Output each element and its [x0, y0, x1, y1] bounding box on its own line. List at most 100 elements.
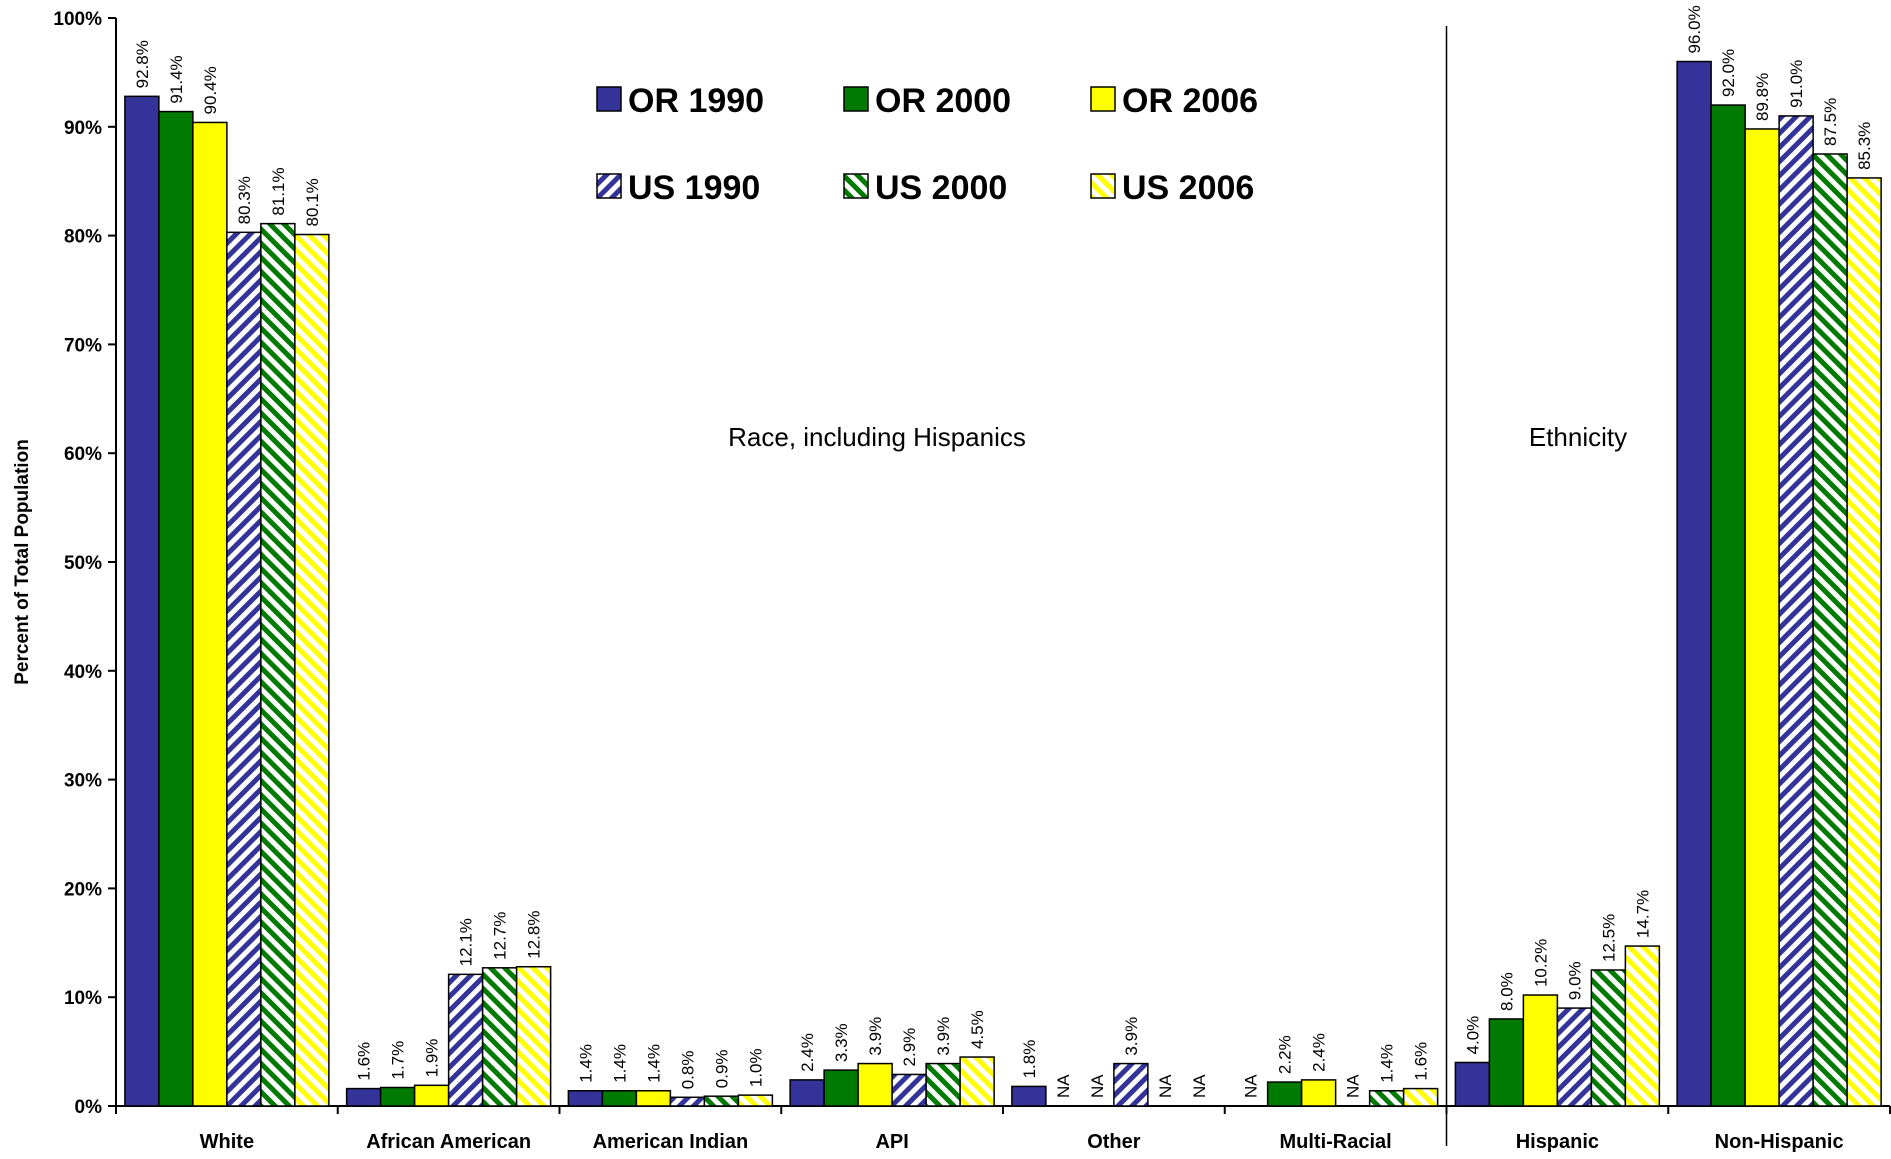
bar [635, 1090, 672, 1107]
bar [891, 1073, 927, 1107]
y-axis-label: Percent of Total Population [12, 439, 33, 685]
bar [124, 95, 160, 1107]
x-tick-label: Non-Hispanic [1715, 1131, 1844, 1153]
y-tick-label: 40% [64, 662, 102, 683]
legend-label: US 2000 [875, 169, 1007, 207]
bar [447, 973, 484, 1107]
data-label: 96.0% [1685, 5, 1704, 53]
data-label: 0.9% [712, 1049, 731, 1088]
legend-swatch [1090, 86, 1116, 112]
bar [823, 1069, 859, 1107]
data-label: 1.8% [1020, 1040, 1039, 1079]
legend-label: US 1990 [628, 169, 760, 207]
data-label: 2.4% [1310, 1033, 1329, 1072]
data-label: 12.1% [457, 918, 476, 966]
data-label: 80.3% [235, 176, 254, 224]
data-label: 1.4% [610, 1044, 629, 1083]
bar [1846, 177, 1882, 1107]
data-label: 1.6% [355, 1042, 374, 1081]
data-label: 0.8% [678, 1051, 697, 1090]
legend-label: OR 2000 [875, 82, 1011, 120]
data-label: 3.3% [832, 1023, 851, 1062]
bar [379, 1086, 416, 1107]
bar [1300, 1079, 1337, 1107]
bar [601, 1090, 638, 1107]
y-tick-label: 90% [64, 118, 102, 139]
data-label: 8.0% [1497, 972, 1516, 1011]
legend-swatch [596, 86, 622, 112]
bar [737, 1094, 774, 1107]
data-label: 4.5% [968, 1010, 987, 1049]
data-label: 2.9% [900, 1028, 919, 1067]
data-label: 12.7% [491, 912, 510, 960]
legend-label: OR 1990 [628, 82, 764, 120]
data-label: 92.0% [1719, 49, 1738, 97]
x-tick-label: API [875, 1131, 908, 1153]
data-label: 12.5% [1599, 914, 1618, 962]
bar [1522, 994, 1559, 1107]
data-label: 1.9% [423, 1039, 442, 1078]
data-label: 91.4% [167, 55, 186, 103]
bar [857, 1062, 893, 1107]
bar [1266, 1081, 1303, 1107]
bar [158, 110, 194, 1107]
data-label: 12.8% [525, 911, 544, 959]
bar [481, 967, 518, 1107]
legend-swatch [1090, 173, 1116, 199]
x-tick-label: Other [1087, 1131, 1141, 1153]
bar [567, 1090, 604, 1107]
bar [345, 1087, 382, 1107]
y-tick-label: 70% [64, 335, 102, 356]
data-label: 1.4% [1378, 1044, 1397, 1083]
bar [789, 1079, 825, 1107]
bar [1744, 128, 1780, 1107]
x-tick-label: White [200, 1131, 254, 1153]
legend-swatch [596, 173, 622, 199]
data-label: 90.4% [201, 66, 220, 114]
y-tick-label: 20% [64, 879, 102, 900]
data-label: 87.5% [1821, 98, 1840, 146]
y-tick-label: 50% [64, 553, 102, 574]
data-label: 4.0% [1463, 1016, 1482, 1055]
data-label: 92.8% [133, 40, 152, 88]
bar [959, 1056, 995, 1107]
data-label: 1.6% [1412, 1042, 1431, 1081]
y-tick-label: 0% [75, 1097, 103, 1118]
bar [669, 1096, 706, 1107]
data-label: 1.7% [389, 1041, 408, 1080]
x-tick-label: American Indian [593, 1131, 749, 1153]
bars [124, 60, 1882, 1107]
bar [703, 1095, 740, 1107]
bar [1590, 969, 1627, 1107]
bar [1778, 115, 1814, 1107]
data-label: 85.3% [1855, 122, 1874, 170]
data-label: 3.9% [866, 1017, 885, 1056]
bar [1624, 945, 1661, 1107]
data-label: 2.2% [1276, 1035, 1295, 1074]
y-tick-label: 80% [64, 227, 102, 248]
data-label: 2.4% [798, 1033, 817, 1072]
data-label: NA [1344, 1074, 1363, 1098]
data-label: 9.0% [1565, 961, 1584, 1000]
data-label: 80.1% [303, 178, 322, 226]
y-tick-label: 30% [64, 771, 102, 792]
data-label: 91.0% [1787, 60, 1806, 108]
bar [1454, 1061, 1491, 1107]
x-tick-label: Multi-Racial [1280, 1131, 1392, 1153]
section-label-race: Race, including Hispanics [728, 422, 1026, 452]
data-label: NA [1242, 1074, 1261, 1098]
bar [1368, 1090, 1405, 1107]
category-labels: White African American American Indian API O… [200, 1131, 1844, 1153]
data-label: 3.9% [934, 1017, 953, 1056]
legend-swatch [843, 173, 869, 199]
legend-label: US 2006 [1122, 169, 1254, 207]
legend-swatch [843, 86, 869, 112]
bar [192, 121, 228, 1107]
data-label: 1.4% [576, 1044, 595, 1083]
legend: OR 1990 OR 2000 OR 2006 US 1990 US 2000 US 20… [596, 82, 1258, 207]
data-label: 1.4% [644, 1044, 663, 1083]
bar [226, 231, 262, 1107]
bar [1011, 1085, 1047, 1107]
data-label: NA [1054, 1074, 1073, 1098]
